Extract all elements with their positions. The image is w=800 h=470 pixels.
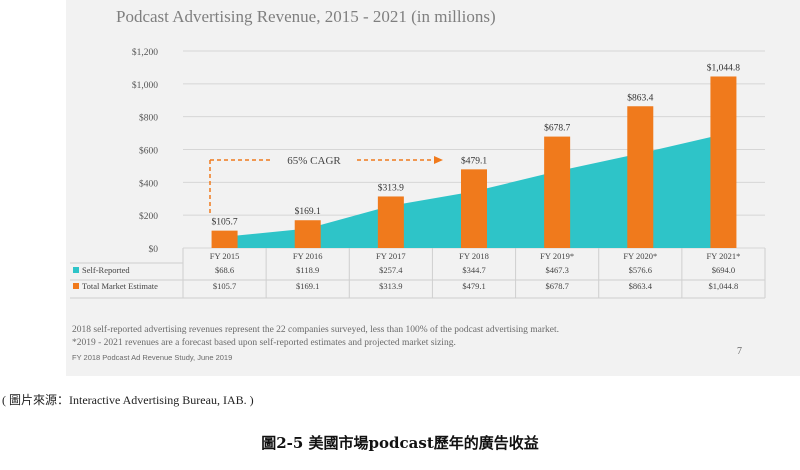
bar-total-market: [544, 136, 571, 248]
bar-value-label: $169.1: [295, 206, 321, 217]
bar-total-market: [461, 169, 487, 248]
figure-caption: 圖2-5 美國市場podcast歷年的廣告收益: [261, 434, 539, 452]
legend-label: Self-Reported: [82, 265, 130, 275]
table-cell: $576.6: [629, 265, 652, 275]
bar-total-market: [294, 220, 321, 248]
cagr-arrow-head: [434, 156, 443, 164]
x-tick-label: FY 2016: [293, 251, 323, 261]
footnote-study: FY 2018 Podcast Ad Revenue Study, June 2…: [72, 353, 233, 362]
table-cell: $344.7: [462, 265, 485, 275]
x-tick-label: FY 2020*: [623, 251, 657, 261]
x-tick-label: FY 2015: [210, 251, 240, 261]
page-number: 7: [737, 346, 742, 357]
x-tick-label: FY 2018: [459, 251, 489, 261]
chart-title: Podcast Advertising Revenue, 2015 - 2021…: [116, 7, 496, 26]
image-source: ( 圖片來源：Interactive Advertising Bureau, I…: [2, 393, 254, 407]
table-cell: $863.4: [629, 281, 653, 291]
bar-value-label: $313.9: [378, 182, 404, 193]
bar-total-market: [211, 230, 238, 248]
table-cell: $313.9: [379, 281, 402, 291]
chart-plot: $0 $200 $400 $600 $800 $1,000 $1,200 $105.7 $169…: [70, 47, 766, 299]
y-tick-label: $200: [139, 211, 158, 222]
legend-label: Total Market Estimate: [82, 281, 158, 291]
table-cell: $678.7: [545, 281, 568, 291]
footnote-forecast: *2019 - 2021 revenues are a forecast bas…: [72, 338, 456, 348]
table-cell: $467.3: [545, 265, 568, 275]
bar-value-label: $1,044.8: [707, 62, 741, 73]
bar-total-market: [710, 76, 737, 248]
table-cell: $68.6: [215, 265, 234, 275]
footnote-survey: 2018 self-reported advertising revenues …: [72, 325, 559, 335]
bar-total-market: [627, 106, 654, 248]
bar-value-label: $105.7: [212, 217, 238, 228]
bar-value-label: $863.4: [627, 92, 653, 103]
legend-swatch: [73, 283, 79, 289]
bar-value-label: $678.7: [544, 123, 570, 134]
y-tick-label: $1,200: [132, 47, 158, 58]
series-area-self-reported: [224, 134, 724, 248]
y-tick-label: $0: [149, 244, 159, 255]
cagr-label: 65% CAGR: [287, 155, 341, 167]
table-cell: $257.4: [379, 265, 403, 275]
table-cell: $169.1: [296, 281, 319, 291]
x-tick-label: FY 2019*: [540, 251, 574, 261]
y-tick-label: $400: [139, 178, 158, 189]
y-tick-label: $1,000: [132, 80, 158, 91]
bar-value-label: $479.1: [461, 155, 487, 166]
bar-total-market: [377, 196, 404, 248]
y-tick-label: $800: [139, 113, 158, 124]
table-cell: $694.0: [712, 265, 735, 275]
legend-swatch: [73, 267, 79, 273]
x-tick-label: FY 2017: [376, 251, 406, 261]
table-cell: $105.7: [213, 281, 236, 291]
table-cell: $479.1: [462, 281, 485, 291]
y-tick-label: $600: [139, 146, 158, 157]
table-cell: $1,044.8: [709, 281, 739, 291]
table-cell: $118.9: [296, 265, 319, 275]
x-tick-label: FY 2021*: [706, 251, 740, 261]
